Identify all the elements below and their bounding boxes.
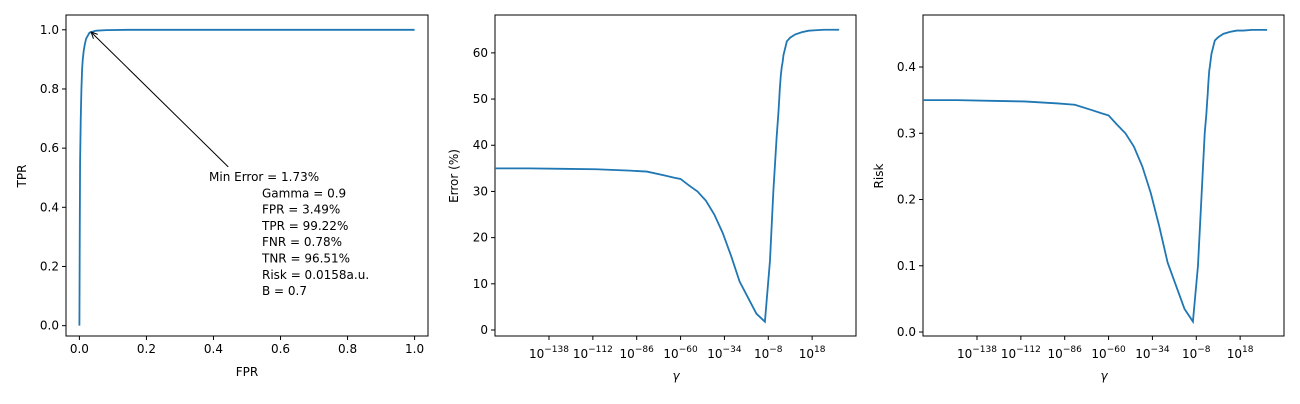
error-y-tick-label: 30 <box>473 184 488 198</box>
roc-y-tick-label: 0.4 <box>40 200 59 214</box>
error-y-tick-label: 60 <box>473 46 488 60</box>
annotation-line: FPR = 3.49% <box>262 203 340 217</box>
roc-x-tick-label: 1.0 <box>405 342 424 356</box>
annotation-line: Gamma = 0.9 <box>262 186 346 200</box>
error-y-tick-label: 0 <box>480 323 488 337</box>
risk-y-ticks: 0.0 0.1 0.2 0.3 0.4 <box>897 60 923 339</box>
roc-x-axis-label: FPR <box>236 365 258 379</box>
roc-y-tick-label: 0.0 <box>40 319 59 333</box>
risk-y-axis-label: Risk <box>872 164 886 189</box>
risk-chart-panel: 10−138 10−112 10−86 10−60 10−34 10−8 1018 0.00… <box>872 14 1285 383</box>
error-y-tick-label: 40 <box>473 138 488 152</box>
roc-x-tick-label: 0.8 <box>338 342 357 356</box>
risk-x-tick-label: 1018 <box>1227 345 1254 361</box>
roc-x-tick-label: 0.4 <box>204 342 223 356</box>
error-y-tick-label: 20 <box>473 231 488 245</box>
error-x-tick-label: 10−60 <box>663 345 698 361</box>
roc-x-tick-label: 0.2 <box>137 342 156 356</box>
annotation-line: Min Error = 1.73% <box>209 170 319 184</box>
error-x-ticks: 10−138 10−112 10−86 10−60 10−34 10−8 1018 <box>529 336 826 361</box>
annotation-line: Risk = 0.0158a.u. <box>262 268 369 282</box>
risk-x-tick-label: 10−112 <box>1001 345 1041 361</box>
roc-plot-frame <box>65 14 429 337</box>
risk-x-tick-label: 10−60 <box>1091 345 1126 361</box>
risk-plot-frame <box>922 14 1285 337</box>
annotation-line: TNR = 96.51% <box>261 252 350 266</box>
error-y-axis-label: Error (%) <box>447 149 461 203</box>
roc-y-tick-label: 0.2 <box>40 259 59 273</box>
annotation-line: B = 0.7 <box>262 284 307 298</box>
risk-y-tick-label: 0.1 <box>897 259 916 273</box>
risk-x-tick-label: 10−8 <box>1182 345 1211 361</box>
annotation-line: TPR = 99.22% <box>261 219 348 233</box>
annotation-text-block: Min Error = 1.73% Gamma = 0.9 FPR = 3.49% T… <box>209 170 369 298</box>
risk-x-tick-label: 10−86 <box>1048 345 1083 361</box>
roc-chart-panel: 0.0 0.2 0.4 0.6 0.8 1.0 0.0 0.2 0.4 0.6 0.8 1.0 Mi… <box>15 14 429 379</box>
annotation-arrow <box>90 31 229 168</box>
risk-curve <box>923 29 1268 325</box>
error-x-tick-label: 1018 <box>799 345 826 361</box>
error-x-tick-label: 10−138 <box>529 345 569 361</box>
error-y-tick-label: 50 <box>473 92 488 106</box>
roc-y-axis-label: TPR <box>15 165 29 189</box>
error-chart-panel: 10−138 10−112 10−86 10−60 10−34 10−8 1018 0 10 2… <box>447 14 857 383</box>
risk-x-axis-label: γ <box>1100 369 1108 383</box>
risk-x-tick-label: 10−138 <box>957 345 997 361</box>
roc-y-ticks: 0.0 0.2 0.4 0.6 0.8 1.0 <box>40 23 66 333</box>
roc-y-tick-label: 0.8 <box>40 82 59 96</box>
risk-x-tick-label: 10−34 <box>1135 345 1170 361</box>
risk-y-tick-label: 0.3 <box>897 126 916 140</box>
roc-curve <box>78 28 415 326</box>
roc-x-tick-label: 0.0 <box>70 342 89 356</box>
roc-y-tick-label: 0.6 <box>40 141 59 155</box>
roc-x-tick-label: 0.6 <box>271 342 290 356</box>
annotation-arrowhead <box>90 31 98 39</box>
annotation-line: FNR = 0.78% <box>262 235 342 249</box>
error-plot-frame <box>494 14 857 337</box>
error-y-ticks: 0 10 20 30 40 50 60 <box>473 46 495 337</box>
risk-y-tick-label: 0.2 <box>897 193 916 207</box>
risk-x-ticks: 10−138 10−112 10−86 10−60 10−34 10−8 1018 <box>957 336 1254 361</box>
error-y-tick-label: 10 <box>473 277 488 291</box>
risk-y-tick-label: 0.0 <box>897 325 916 339</box>
roc-x-ticks: 0.0 0.2 0.4 0.6 0.8 1.0 <box>70 336 424 356</box>
roc-y-tick-label: 1.0 <box>40 23 59 37</box>
error-x-tick-label: 10−8 <box>754 345 783 361</box>
error-x-axis-label: γ <box>672 369 680 383</box>
error-x-tick-label: 10−112 <box>573 345 613 361</box>
error-curve <box>495 28 840 324</box>
error-x-tick-label: 10−86 <box>620 345 655 361</box>
risk-y-tick-label: 0.4 <box>897 60 916 74</box>
error-x-tick-label: 10−34 <box>707 345 742 361</box>
